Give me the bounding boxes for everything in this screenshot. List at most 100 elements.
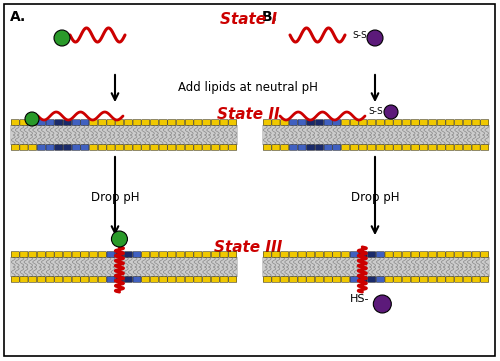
FancyBboxPatch shape <box>464 277 471 282</box>
FancyBboxPatch shape <box>420 277 428 282</box>
FancyBboxPatch shape <box>280 252 288 257</box>
FancyBboxPatch shape <box>402 120 410 125</box>
FancyBboxPatch shape <box>20 277 28 282</box>
FancyBboxPatch shape <box>194 252 202 257</box>
FancyBboxPatch shape <box>376 277 384 282</box>
FancyBboxPatch shape <box>394 277 402 282</box>
FancyBboxPatch shape <box>272 252 280 257</box>
FancyBboxPatch shape <box>185 145 194 150</box>
FancyBboxPatch shape <box>446 120 454 125</box>
FancyBboxPatch shape <box>72 277 80 282</box>
FancyBboxPatch shape <box>107 252 115 257</box>
FancyBboxPatch shape <box>54 120 63 125</box>
FancyBboxPatch shape <box>90 120 98 125</box>
FancyBboxPatch shape <box>46 120 54 125</box>
FancyBboxPatch shape <box>290 252 298 257</box>
Circle shape <box>112 231 128 247</box>
FancyBboxPatch shape <box>64 145 72 150</box>
FancyBboxPatch shape <box>272 145 280 150</box>
Text: B.: B. <box>262 10 278 24</box>
Text: State II: State II <box>216 107 280 122</box>
FancyBboxPatch shape <box>359 277 367 282</box>
FancyBboxPatch shape <box>298 145 306 150</box>
FancyBboxPatch shape <box>81 277 89 282</box>
Circle shape <box>54 30 70 46</box>
FancyBboxPatch shape <box>316 252 324 257</box>
FancyBboxPatch shape <box>142 277 150 282</box>
FancyBboxPatch shape <box>212 120 220 125</box>
FancyBboxPatch shape <box>368 252 376 257</box>
FancyBboxPatch shape <box>212 277 220 282</box>
FancyBboxPatch shape <box>81 120 89 125</box>
FancyBboxPatch shape <box>359 145 367 150</box>
FancyBboxPatch shape <box>133 252 141 257</box>
FancyBboxPatch shape <box>394 252 402 257</box>
FancyBboxPatch shape <box>150 145 158 150</box>
FancyBboxPatch shape <box>359 120 367 125</box>
FancyBboxPatch shape <box>316 120 324 125</box>
FancyBboxPatch shape <box>98 120 106 125</box>
FancyBboxPatch shape <box>290 277 298 282</box>
FancyBboxPatch shape <box>150 120 158 125</box>
FancyBboxPatch shape <box>28 145 36 150</box>
FancyBboxPatch shape <box>220 120 228 125</box>
FancyBboxPatch shape <box>333 252 341 257</box>
FancyBboxPatch shape <box>38 252 46 257</box>
FancyBboxPatch shape <box>411 145 419 150</box>
FancyBboxPatch shape <box>402 277 410 282</box>
FancyBboxPatch shape <box>176 277 184 282</box>
FancyBboxPatch shape <box>324 145 332 150</box>
FancyBboxPatch shape <box>333 120 341 125</box>
FancyBboxPatch shape <box>280 145 288 150</box>
FancyBboxPatch shape <box>428 252 436 257</box>
FancyBboxPatch shape <box>446 145 454 150</box>
FancyBboxPatch shape <box>306 145 315 150</box>
FancyBboxPatch shape <box>124 145 132 150</box>
FancyBboxPatch shape <box>116 277 124 282</box>
FancyBboxPatch shape <box>150 277 158 282</box>
FancyBboxPatch shape <box>212 145 220 150</box>
FancyBboxPatch shape <box>142 252 150 257</box>
FancyBboxPatch shape <box>464 120 471 125</box>
FancyBboxPatch shape <box>428 145 436 150</box>
FancyBboxPatch shape <box>454 252 462 257</box>
FancyBboxPatch shape <box>185 277 194 282</box>
FancyBboxPatch shape <box>133 277 141 282</box>
FancyBboxPatch shape <box>38 145 46 150</box>
Bar <box>262 257 490 277</box>
FancyBboxPatch shape <box>454 120 462 125</box>
FancyBboxPatch shape <box>98 145 106 150</box>
FancyBboxPatch shape <box>228 120 237 125</box>
FancyBboxPatch shape <box>38 120 46 125</box>
FancyBboxPatch shape <box>464 145 471 150</box>
FancyBboxPatch shape <box>359 252 367 257</box>
FancyBboxPatch shape <box>107 145 115 150</box>
FancyBboxPatch shape <box>298 120 306 125</box>
FancyBboxPatch shape <box>298 252 306 257</box>
FancyBboxPatch shape <box>142 145 150 150</box>
FancyBboxPatch shape <box>420 120 428 125</box>
FancyBboxPatch shape <box>176 252 184 257</box>
FancyBboxPatch shape <box>324 277 332 282</box>
FancyBboxPatch shape <box>202 277 210 282</box>
FancyBboxPatch shape <box>280 277 288 282</box>
FancyBboxPatch shape <box>81 145 89 150</box>
FancyBboxPatch shape <box>342 252 349 257</box>
FancyBboxPatch shape <box>376 145 384 150</box>
Text: A.: A. <box>10 10 26 24</box>
FancyBboxPatch shape <box>324 252 332 257</box>
FancyBboxPatch shape <box>98 252 106 257</box>
FancyBboxPatch shape <box>368 120 376 125</box>
FancyBboxPatch shape <box>411 252 419 257</box>
FancyBboxPatch shape <box>464 252 471 257</box>
Circle shape <box>367 30 383 46</box>
FancyBboxPatch shape <box>72 145 80 150</box>
FancyBboxPatch shape <box>20 252 28 257</box>
Circle shape <box>25 112 39 126</box>
FancyBboxPatch shape <box>28 252 36 257</box>
FancyBboxPatch shape <box>64 277 72 282</box>
FancyBboxPatch shape <box>385 252 393 257</box>
FancyBboxPatch shape <box>394 120 402 125</box>
FancyBboxPatch shape <box>159 145 167 150</box>
FancyBboxPatch shape <box>454 145 462 150</box>
